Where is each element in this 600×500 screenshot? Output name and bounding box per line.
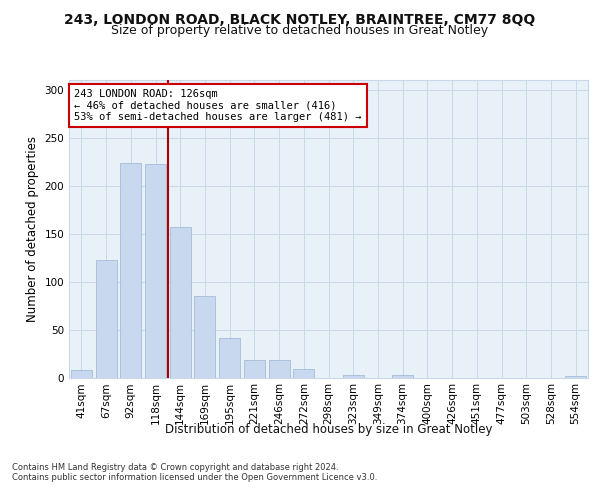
Bar bbox=[95, 260, 116, 378]
Bar bbox=[170, 227, 191, 378]
Bar bbox=[269, 360, 290, 378]
Bar bbox=[120, 162, 141, 378]
Bar bbox=[343, 374, 364, 378]
Bar bbox=[71, 370, 92, 378]
Bar bbox=[244, 360, 265, 378]
Bar bbox=[392, 374, 413, 378]
Bar bbox=[145, 164, 166, 378]
Text: Distribution of detached houses by size in Great Notley: Distribution of detached houses by size … bbox=[165, 422, 493, 436]
Bar bbox=[219, 338, 240, 378]
Text: Contains HM Land Registry data © Crown copyright and database right 2024.: Contains HM Land Registry data © Crown c… bbox=[12, 462, 338, 471]
Text: Size of property relative to detached houses in Great Notley: Size of property relative to detached ho… bbox=[112, 24, 488, 37]
Bar bbox=[194, 296, 215, 378]
Text: 243 LONDON ROAD: 126sqm
← 46% of detached houses are smaller (416)
53% of semi-d: 243 LONDON ROAD: 126sqm ← 46% of detache… bbox=[74, 89, 362, 122]
Bar bbox=[565, 376, 586, 378]
Text: Contains public sector information licensed under the Open Government Licence v3: Contains public sector information licen… bbox=[12, 472, 377, 482]
Bar bbox=[293, 369, 314, 378]
Y-axis label: Number of detached properties: Number of detached properties bbox=[26, 136, 39, 322]
Text: 243, LONDON ROAD, BLACK NOTLEY, BRAINTREE, CM77 8QQ: 243, LONDON ROAD, BLACK NOTLEY, BRAINTRE… bbox=[64, 12, 536, 26]
